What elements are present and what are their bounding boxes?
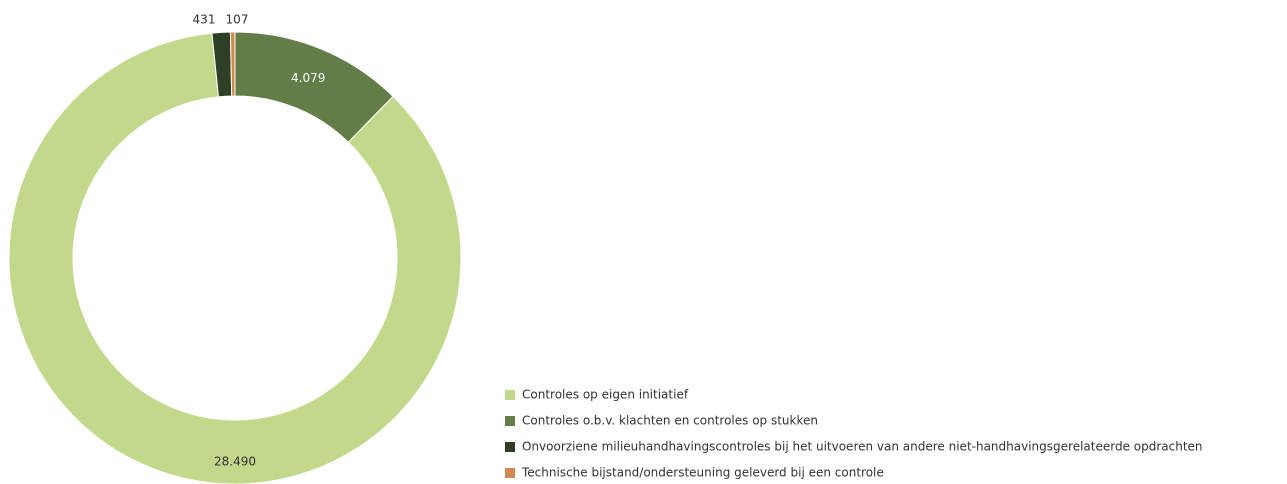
data-label: 431 — [193, 13, 216, 27]
legend-label: Controles o.b.v. klachten en controles o… — [522, 414, 818, 428]
legend-swatch — [505, 442, 515, 452]
legend-swatch — [505, 390, 515, 400]
legend-label: Technische bijstand/ondersteuning geleve… — [521, 466, 884, 480]
data-label: 28.490 — [214, 455, 256, 469]
donut-slice — [8, 32, 462, 484]
legend-label: Controles op eigen initiatief — [522, 388, 689, 402]
legend-swatch — [505, 468, 515, 478]
data-label: 107 — [226, 13, 249, 27]
donut-slice — [234, 31, 394, 143]
donut-slice — [229, 31, 236, 97]
legend-swatch — [505, 416, 515, 426]
data-label: 4.079 — [291, 71, 325, 85]
legend-label: Onvoorziene milieuhandhavingscontroles b… — [522, 440, 1203, 454]
